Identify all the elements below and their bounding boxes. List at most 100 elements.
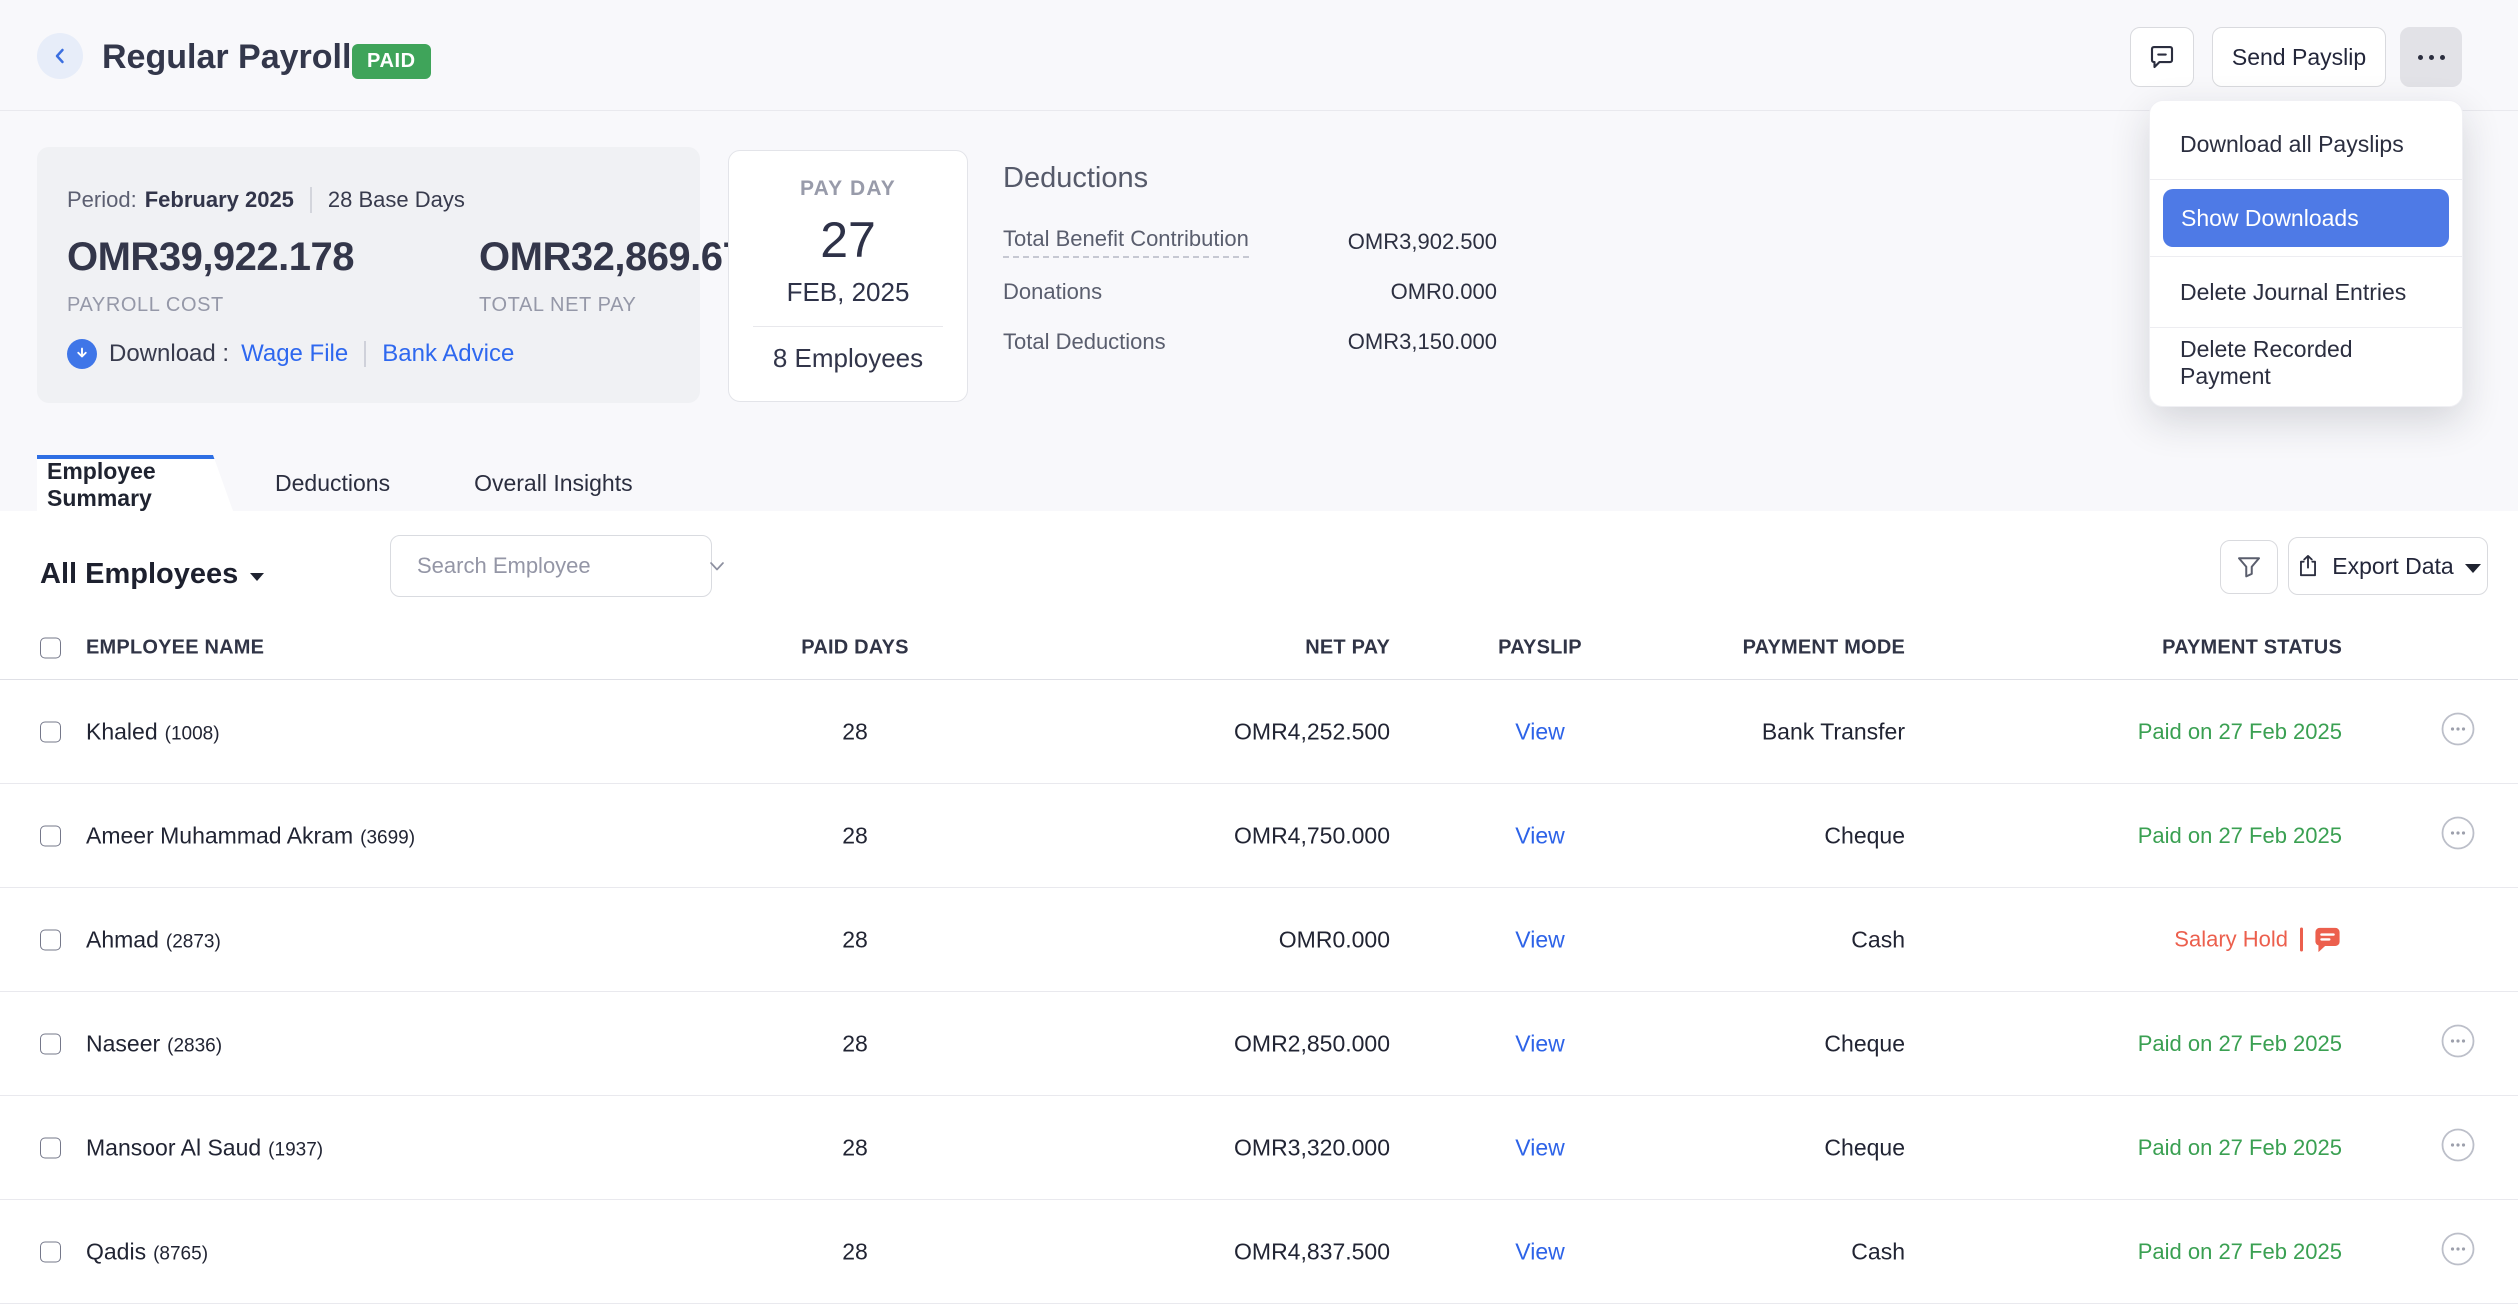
row-more-icon[interactable] [2440,1231,2476,1267]
tab[interactable]: Deductions [275,469,391,496]
divider [309,187,312,213]
employee-name: Qadis [86,1238,147,1264]
menu-item-wrap: Download all Payslips [2150,109,2462,179]
filter-button[interactable] [2220,540,2278,594]
bank-advice-link[interactable]: Bank Advice [382,340,515,367]
employee-name-cell: Khaled (1008) [86,718,706,745]
employee-table: EMPLOYEE NAME PAID DAYS NET PAY PAYSLIP … [0,617,2518,1304]
view-payslip-link[interactable]: View [1515,1134,1565,1160]
payday-label: PAY DAY [800,177,896,200]
employee-filter-dropdown[interactable]: All Employees [40,558,265,591]
row-actions-cell [2424,1127,2492,1169]
amounts-row: OMR39,922.178 PAYROLL COST OMR32,869.678… [67,235,767,317]
row-checkbox[interactable] [40,929,61,950]
payslip-cell: View [1450,718,1630,745]
paid-days-cell: 28 [842,822,868,848]
menu-item[interactable]: Delete Recorded Payment [2180,336,2353,389]
payment-status-text: Paid on 27 Feb 2025 [2137,1134,2342,1160]
payday-employee-count: 8 Employees [772,343,924,373]
row-checkbox[interactable] [40,721,61,742]
search-employee-input[interactable] [391,553,705,579]
column-header-employee-name: EMPLOYEE NAME [86,636,265,659]
table-row: Khaled (1008) 28 OMR4,252.500 View Bank T… [0,680,2518,784]
payment-status-cell: Paid on 27 Feb 2025 [1992,1135,2342,1161]
menu-item[interactable]: Show Downloads [2163,189,2449,247]
comments-button[interactable] [2130,27,2194,87]
row-checkbox[interactable] [40,1033,61,1054]
employee-name-cell: Qadis (8765) [86,1238,706,1265]
employee-id: (8765) [153,1243,209,1264]
chevron-down-icon[interactable] [705,554,729,578]
employee-name: Mansoor Al Saud [86,1134,262,1160]
payment-status-cell: Paid on 27 Feb 2025 [1992,1239,2342,1265]
menu-item[interactable]: Download all Payslips [2180,130,2404,157]
deduction-label: Donations [1003,279,1103,304]
salary-hold-extra [2300,926,2342,953]
employee-name: Ameer Muhammad Akram [86,822,354,848]
row-actions-cell [2424,711,2492,753]
wage-file-link[interactable]: Wage File [241,340,349,367]
page-title: Regular Payroll [102,38,352,76]
divider [2300,927,2303,952]
payday-month-year: FEB, 2025 [786,277,910,307]
column-header-paid-days: PAID DAYS [801,636,909,659]
caret-down-icon [2464,563,2481,573]
menu-item[interactable]: Delete Journal Entries [2180,278,2407,305]
deduction-value: OMR3,902.500 [1347,229,1497,254]
column-header-payment-mode: PAYMENT MODE [1742,636,1905,659]
payment-mode-cell: Bank Transfer [1761,718,1905,744]
view-payslip-link[interactable]: View [1515,718,1565,744]
select-all-checkbox[interactable] [40,637,61,659]
export-data-button[interactable]: Export Data [2288,537,2488,595]
period-label: Period: [67,187,137,212]
export-data-label: Export Data [2332,552,2454,579]
back-button[interactable] [37,33,83,79]
status-badge: PAID [352,44,431,79]
salary-hold-comment-icon[interactable] [2313,926,2342,953]
send-payslip-button[interactable]: Send Payslip [2212,27,2386,87]
row-more-icon[interactable] [2440,1127,2476,1163]
employee-id: (3699) [360,827,416,848]
payslip-cell: View [1450,1238,1630,1265]
deduction-row: Total Benefit Contribution OMR3,902.500 [1003,217,1497,267]
view-payslip-link[interactable]: View [1515,1030,1565,1056]
payday-card: PAY DAY 27 FEB, 2025 8 Employees [728,150,968,402]
row-more-icon[interactable] [2440,815,2476,851]
net-pay-cell: OMR4,750.000 [1234,822,1390,848]
period-value: February 2025 [144,187,294,212]
payment-mode-cell: Cheque [1824,1134,1905,1160]
payroll-summary-card: Period: February 2025 28 Base Days OMR39… [37,147,767,403]
employee-name-cell: Ameer Muhammad Akram (3699) [86,822,706,849]
row-checkbox[interactable] [40,1137,61,1158]
net-pay-cell: OMR4,252.500 [1234,718,1390,744]
row-checkbox[interactable] [40,825,61,846]
tab-bar: Employee Summary Deductions Overall Insi… [37,455,675,511]
view-payslip-link[interactable]: View [1515,926,1565,952]
app-header: Regular Payroll PAID Send Payslip [0,0,2518,111]
employee-id: (1937) [268,1139,324,1160]
caret-down-icon [250,572,265,581]
more-options-button[interactable] [2400,27,2462,87]
employee-filter-label: All Employees [40,558,239,590]
tab[interactable]: Employee Summary [37,455,233,511]
employee-name-cell: Mansoor Al Saud (1937) [86,1134,706,1161]
table-row: Ameer Muhammad Akram (3699) 28 OMR4,750.0… [0,784,2518,888]
paid-days-cell: 28 [842,1238,868,1264]
total-net-pay-label: TOTAL NET PAY [479,294,637,316]
payment-mode-cell: Cheque [1824,1030,1905,1056]
payment-status-text: Paid on 27 Feb 2025 [2137,718,2342,744]
ellipsis-icon [2417,54,2445,60]
row-checkbox[interactable] [40,1241,61,1262]
view-payslip-link[interactable]: View [1515,822,1565,848]
tab[interactable]: Overall Insights [474,469,633,496]
comment-bubble-icon [2147,42,2177,72]
employee-name-cell: Naseer (2836) [86,1030,706,1057]
deduction-value: OMR0.000 [1390,279,1497,304]
row-more-icon[interactable] [2440,1023,2476,1059]
row-actions-cell [2424,1023,2492,1065]
table-row: Naseer (2836) 28 OMR2,850.000 View Cheque… [0,992,2518,1096]
table-row: Ahmad (2873) 28 OMR0.000 View Cash Salary… [0,888,2518,992]
row-more-icon[interactable] [2440,711,2476,747]
view-payslip-link[interactable]: View [1515,1238,1565,1264]
